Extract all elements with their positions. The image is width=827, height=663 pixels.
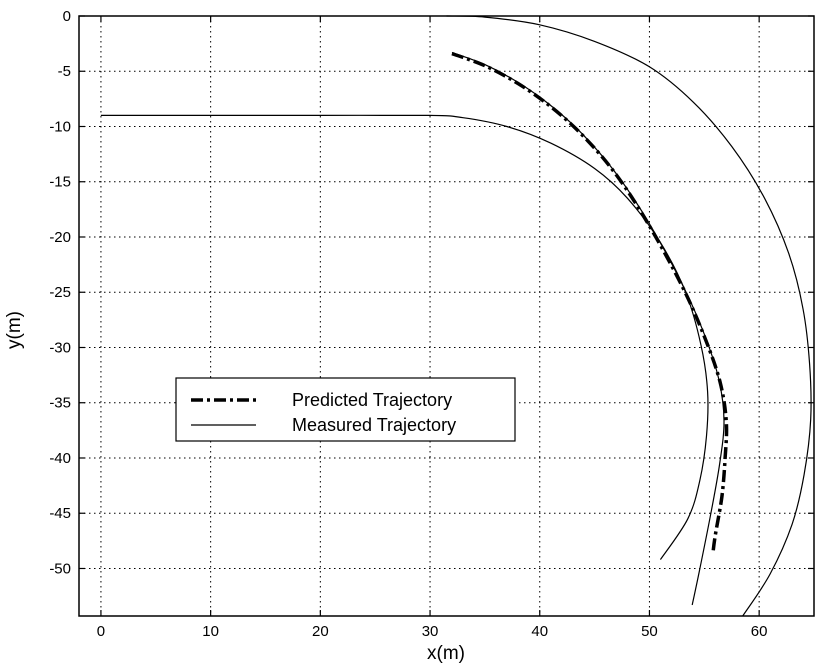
legend-box [175,377,516,442]
series-line-1 [451,51,729,553]
y-tick-label: -25 [49,284,71,301]
series-line-4 [446,15,812,617]
y-tick-label: 0 [63,8,71,25]
x-tick-label: 50 [641,623,658,640]
x-axis-label: x(m) [427,643,465,663]
y-tick-label: -40 [49,450,71,467]
x-tick-label: 40 [531,623,548,640]
x-tick-label: 30 [422,623,439,640]
series-lines [100,15,812,617]
legend-label-predicted: Predicted Trajectory [292,390,452,410]
grid-lines [79,15,814,616]
y-tick-label: -50 [49,560,71,577]
legend-label-measured: Measured Trajectory [292,415,456,435]
y-tick-label: -45 [49,505,71,522]
x-tick-label: 10 [202,623,219,640]
x-tick-label: 0 [97,623,105,640]
x-tick-label: 20 [312,623,329,640]
plot-frame [78,15,815,617]
legend: Predicted Trajectory Measured Trajectory [175,377,516,442]
series-line-3 [100,114,709,560]
axis-ticks: 0 10 20 30 40 50 60 0 -5 -10 -15 -20 -25 -30 -35 -40 -45… [49,8,814,640]
y-axis-label: y(m) [4,311,25,349]
y-tick-label: -15 [49,174,71,191]
y-tick-label: -30 [49,339,71,356]
y-tick-label: -10 [49,118,71,135]
series-line-2 [451,51,725,606]
y-tick-label: -20 [49,229,71,246]
x-tick-label: 60 [751,623,768,640]
y-tick-label: -5 [58,63,71,80]
y-tick-label: -35 [49,395,71,412]
